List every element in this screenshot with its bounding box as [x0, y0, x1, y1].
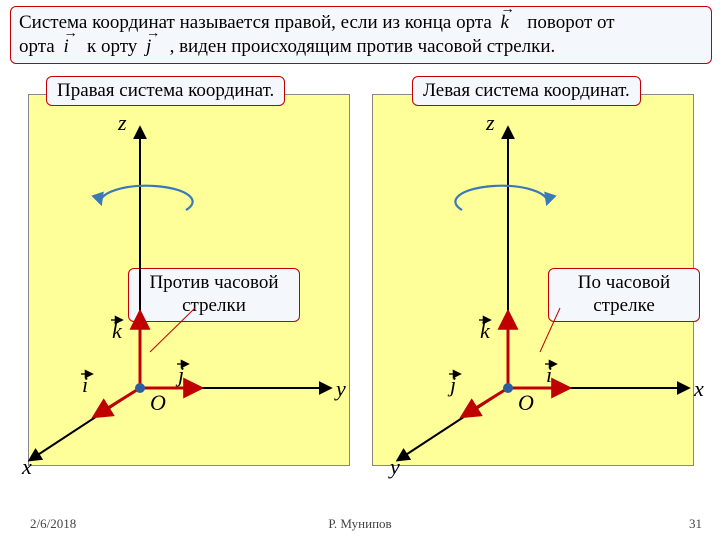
svg-text:j: j — [447, 372, 456, 397]
svg-text:j: j — [175, 362, 184, 387]
svg-text:x: x — [693, 376, 704, 401]
svg-text:O: O — [518, 390, 534, 415]
svg-text:k: k — [480, 318, 491, 343]
svg-text:y: y — [388, 454, 400, 479]
svg-text:O: O — [150, 390, 166, 415]
svg-text:z: z — [117, 110, 127, 135]
svg-text:i: i — [546, 362, 552, 387]
svg-text:x: x — [21, 454, 32, 479]
svg-text:y: y — [334, 376, 346, 401]
diagram-svg: zyxkjiOzxykijO — [0, 0, 720, 540]
footer-author: Р. Мунипов — [328, 516, 391, 532]
svg-text:z: z — [485, 110, 495, 135]
footer-page: 31 — [689, 516, 702, 532]
svg-text:i: i — [82, 372, 88, 397]
footer-date: 2/6/2018 — [30, 516, 76, 532]
svg-text:k: k — [112, 318, 123, 343]
